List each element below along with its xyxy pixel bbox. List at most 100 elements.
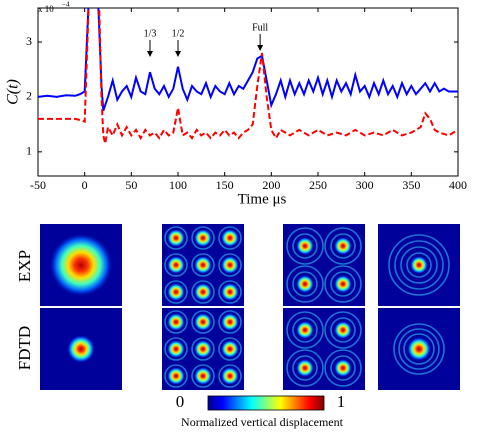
ring <box>286 311 324 349</box>
spot <box>194 229 212 247</box>
row-label: EXP <box>15 250 34 282</box>
x-tick-label: 400 <box>449 178 467 192</box>
ring <box>164 226 188 250</box>
ring <box>292 271 318 297</box>
spot <box>67 335 95 363</box>
ring <box>292 355 318 381</box>
ring <box>398 328 440 370</box>
ring <box>191 253 215 277</box>
series-line <box>38 8 458 144</box>
spot <box>221 367 239 385</box>
colorbar-tick-label: 0 <box>176 392 185 411</box>
ring <box>292 233 318 259</box>
x-tick-label: 250 <box>309 178 327 192</box>
y-tick-label: 1 <box>26 144 32 158</box>
ring <box>286 227 324 265</box>
colorbar-tick-label: 1 <box>337 392 346 411</box>
ring <box>330 271 356 297</box>
annotation-arrowhead <box>175 51 181 57</box>
image-panel <box>162 224 244 306</box>
colorbar <box>207 395 325 411</box>
ring <box>286 349 324 387</box>
spot <box>167 283 185 301</box>
x-tick-label: 200 <box>262 178 280 192</box>
y-axis-label: C(t) <box>5 79 22 105</box>
spot <box>334 275 352 293</box>
ring <box>324 227 362 265</box>
spot <box>194 283 212 301</box>
spot <box>221 256 239 274</box>
spot <box>221 229 239 247</box>
ring <box>394 240 444 290</box>
ring <box>164 337 188 361</box>
ring <box>164 364 188 388</box>
x-tick-label: 350 <box>402 178 420 192</box>
panel-background <box>283 308 365 390</box>
ring <box>218 364 242 388</box>
ring <box>400 246 438 284</box>
colorbar-label: Normalized vertical displacement <box>181 415 344 429</box>
ring <box>330 317 356 343</box>
x-tick-label: 100 <box>169 178 187 192</box>
x-tick-label: 0 <box>82 178 88 192</box>
spot <box>407 337 431 361</box>
spot <box>221 283 239 301</box>
spot <box>167 367 185 385</box>
spot <box>221 340 239 358</box>
spot <box>194 340 212 358</box>
ring <box>218 253 242 277</box>
spot <box>296 321 314 339</box>
series-line <box>38 8 458 112</box>
ring <box>191 337 215 361</box>
y-tick-label: 3 <box>26 34 32 48</box>
x-tick-label: 150 <box>216 178 234 192</box>
annotation-arrowhead <box>147 51 153 57</box>
image-panel <box>283 224 365 306</box>
ring <box>324 265 362 303</box>
spot <box>334 359 352 377</box>
ring <box>292 317 318 343</box>
ring <box>393 323 445 375</box>
image-panel <box>378 308 460 390</box>
spot <box>167 340 185 358</box>
ring <box>218 280 242 304</box>
ring <box>191 280 215 304</box>
annotation: 1/2 <box>172 28 185 39</box>
ring <box>164 253 188 277</box>
spot <box>194 313 212 331</box>
y-scale-base: x 10 <box>38 4 54 14</box>
x-axis-label: Time μs <box>238 191 287 207</box>
spot <box>194 256 212 274</box>
image-panel <box>40 308 122 390</box>
ring <box>191 226 215 250</box>
ring <box>330 233 356 259</box>
annotation: 1/3 <box>144 28 157 39</box>
spot <box>49 233 113 297</box>
plot-area <box>38 8 458 144</box>
ring <box>324 349 362 387</box>
image-panel <box>283 308 365 390</box>
x-tick-label: -50 <box>30 178 46 192</box>
ring <box>191 310 215 334</box>
ring <box>403 333 435 365</box>
row-label: FDTD <box>15 326 34 370</box>
ring <box>164 310 188 334</box>
annotation-arrowhead <box>257 45 264 51</box>
spot <box>167 313 185 331</box>
ring <box>191 364 215 388</box>
annotation: Full <box>252 22 268 33</box>
ring <box>218 310 242 334</box>
ring <box>324 311 362 349</box>
spot <box>167 256 185 274</box>
ring <box>388 234 450 296</box>
spot <box>410 256 428 274</box>
panel-background <box>283 224 365 306</box>
ring <box>218 226 242 250</box>
image-panel <box>378 224 460 306</box>
y-scale-exponent: −4 <box>62 1 70 9</box>
spot <box>167 229 185 247</box>
spot <box>296 275 314 293</box>
y-tick-label: 2 <box>26 89 32 103</box>
image-panel <box>162 308 244 390</box>
